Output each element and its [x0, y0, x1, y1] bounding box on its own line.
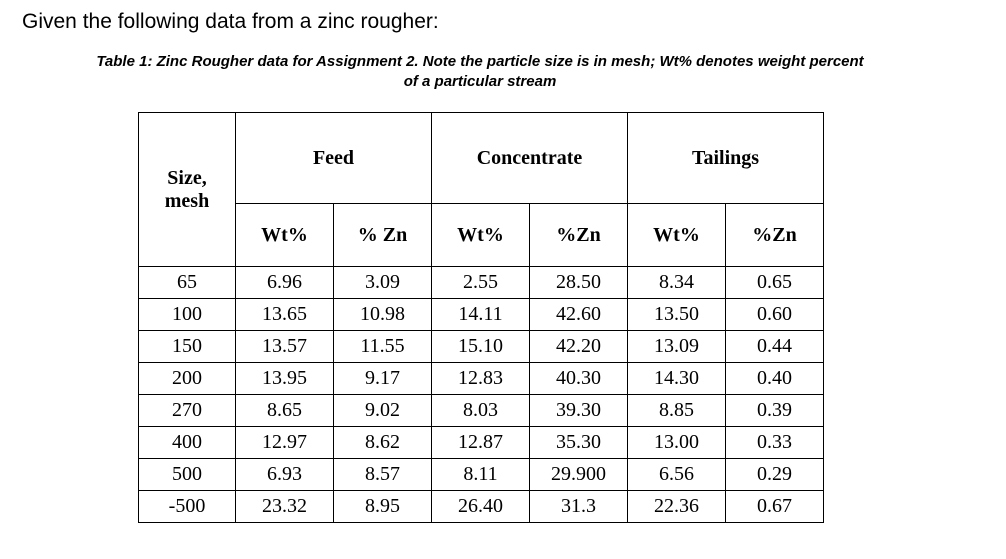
concentrate-header: Concentrate [431, 112, 628, 204]
tailings-wt-cell: 8.34 [627, 266, 726, 299]
tailings-wt-cell: 13.09 [627, 330, 726, 363]
table-row: 100 13.65 10.98 14.11 42.60 13.50 0.60 [138, 298, 824, 331]
feed-zn-cell: 8.57 [333, 458, 432, 491]
feed-zn-cell: 11.55 [333, 330, 432, 363]
feed-wt-cell: 23.32 [235, 490, 334, 523]
tailings-zn-cell: 0.65 [725, 266, 824, 299]
feed-wt-cell: 12.97 [235, 426, 334, 459]
concentrate-wt-cell: 14.11 [431, 298, 530, 331]
feed-zn-cell: 8.95 [333, 490, 432, 523]
tailings-zn-cell: 0.67 [725, 490, 824, 523]
size-cell: 150 [138, 330, 236, 363]
table-row: 150 13.57 11.55 15.10 42.20 13.09 0.44 [138, 330, 824, 363]
concentrate-zn-cell: 42.60 [529, 298, 628, 331]
feed-wt-cell: 8.65 [235, 394, 334, 427]
tailings-zn-header: %Zn [725, 203, 824, 267]
tailings-zn-cell: 0.29 [725, 458, 824, 491]
size-cell: 65 [138, 266, 236, 299]
feed-zn-cell: 9.17 [333, 362, 432, 395]
feed-zn-header: % Zn [333, 203, 432, 267]
feed-zn-cell: 9.02 [333, 394, 432, 427]
feed-wt-cell: 13.95 [235, 362, 334, 395]
tailings-zn-cell: 0.60 [725, 298, 824, 331]
intro-text: Given the following data from a zinc rou… [22, 10, 439, 33]
concentrate-wt-cell: 12.87 [431, 426, 530, 459]
size-cell: 270 [138, 394, 236, 427]
tailings-wt-cell: 14.30 [627, 362, 726, 395]
feed-wt-cell: 13.65 [235, 298, 334, 331]
size-cell: 200 [138, 362, 236, 395]
tailings-zn-cell: 0.40 [725, 362, 824, 395]
tailings-zn-cell: 0.44 [725, 330, 824, 363]
tailings-wt-cell: 13.00 [627, 426, 726, 459]
tailings-wt-cell: 13.50 [627, 298, 726, 331]
tailings-zn-cell: 0.33 [725, 426, 824, 459]
size-cell: 500 [138, 458, 236, 491]
concentrate-wt-cell: 8.03 [431, 394, 530, 427]
concentrate-wt-cell: 26.40 [431, 490, 530, 523]
table-row: 200 13.95 9.17 12.83 40.30 14.30 0.40 [138, 362, 824, 395]
size-header-line-2: mesh [164, 189, 210, 212]
size-cell: 400 [138, 426, 236, 459]
feed-zn-cell: 10.98 [333, 298, 432, 331]
table-row: 400 12.97 8.62 12.87 35.30 13.00 0.33 [138, 426, 824, 459]
feed-zn-cell: 3.09 [333, 266, 432, 299]
group-header-row: Size, mesh Feed Concentrate Tailings [138, 112, 824, 267]
feed-zn-cell: 8.62 [333, 426, 432, 459]
table-caption: Table 1: Zinc Rougher data for Assignmen… [0, 52, 960, 92]
concentrate-zn-cell: 29.900 [529, 458, 628, 491]
sub-header-row: Wt% % Zn Wt% %Zn Wt% %Zn [139, 203, 824, 267]
zinc-rougher-table: Size, mesh Feed Concentrate Tailings Wt%… [138, 112, 824, 523]
concentrate-zn-cell: 35.30 [529, 426, 628, 459]
table-row: -500 23.32 8.95 26.40 31.3 22.36 0.67 [138, 490, 824, 523]
feed-header: Feed [235, 112, 432, 204]
tailings-wt-header: Wt% [627, 203, 726, 267]
caption-line-2: of a particular stream [403, 73, 557, 90]
feed-wt-cell: 6.96 [235, 266, 334, 299]
concentrate-wt-cell: 8.11 [431, 458, 530, 491]
concentrate-wt-cell: 15.10 [431, 330, 530, 363]
table-body: 65 6.96 3.09 2.55 28.50 8.34 0.65 100 13.65 10.98… [138, 266, 824, 523]
caption-line-1: Table 1: Zinc Rougher data for Assignmen… [96, 53, 864, 70]
tailings-wt-cell: 8.85 [627, 394, 726, 427]
size-cell: -500 [138, 490, 236, 523]
concentrate-zn-cell: 42.20 [529, 330, 628, 363]
concentrate-zn-cell: 40.30 [529, 362, 628, 395]
table-row: 270 8.65 9.02 8.03 39.30 8.85 0.39 [138, 394, 824, 427]
tailings-wt-cell: 6.56 [627, 458, 726, 491]
table-row: 500 6.93 8.57 8.11 29.900 6.56 0.29 [138, 458, 824, 491]
concentrate-zn-cell: 39.30 [529, 394, 628, 427]
size-header: Size, mesh [138, 112, 236, 267]
feed-wt-cell: 6.93 [235, 458, 334, 491]
concentrate-wt-header: Wt% [431, 203, 530, 267]
concentrate-wt-cell: 12.83 [431, 362, 530, 395]
feed-wt-cell: 13.57 [235, 330, 334, 363]
table-row: 65 6.96 3.09 2.55 28.50 8.34 0.65 [138, 266, 824, 299]
feed-wt-header: Wt% [235, 203, 334, 267]
concentrate-zn-cell: 31.3 [529, 490, 628, 523]
tailings-wt-cell: 22.36 [627, 490, 726, 523]
concentrate-zn-cell: 28.50 [529, 266, 628, 299]
concentrate-wt-cell: 2.55 [431, 266, 530, 299]
concentrate-zn-header: %Zn [529, 203, 628, 267]
tailings-header: Tailings [627, 112, 824, 204]
tailings-zn-cell: 0.39 [725, 394, 824, 427]
size-header-line-1: Size, [167, 166, 207, 189]
size-cell: 100 [138, 298, 236, 331]
